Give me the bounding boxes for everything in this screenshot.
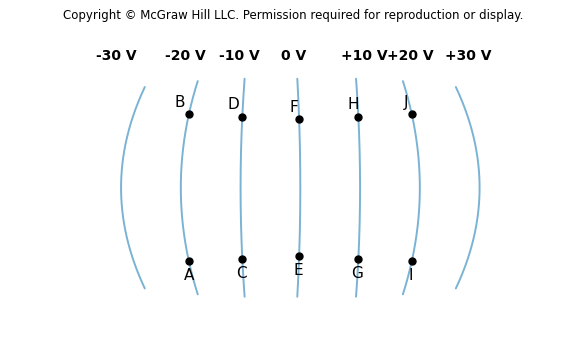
Text: C: C — [236, 266, 246, 280]
Text: G: G — [351, 266, 363, 280]
Text: B: B — [175, 95, 185, 110]
Text: -10 V: -10 V — [220, 49, 260, 63]
Text: Copyright © McGraw Hill LLC. Permission required for reproduction or display.: Copyright © McGraw Hill LLC. Permission … — [63, 9, 523, 22]
Text: E: E — [293, 263, 303, 278]
Text: J: J — [404, 95, 408, 110]
Text: -20 V: -20 V — [165, 49, 206, 63]
Text: +10 V: +10 V — [340, 49, 387, 63]
Text: +30 V: +30 V — [445, 49, 492, 63]
Text: I: I — [408, 268, 413, 283]
Text: F: F — [289, 100, 298, 115]
Text: -30 V: -30 V — [96, 49, 136, 63]
Text: H: H — [347, 97, 359, 112]
Text: D: D — [227, 97, 239, 112]
Text: 0 V: 0 V — [281, 49, 306, 63]
Text: +20 V: +20 V — [387, 49, 434, 63]
Text: A: A — [183, 268, 194, 283]
